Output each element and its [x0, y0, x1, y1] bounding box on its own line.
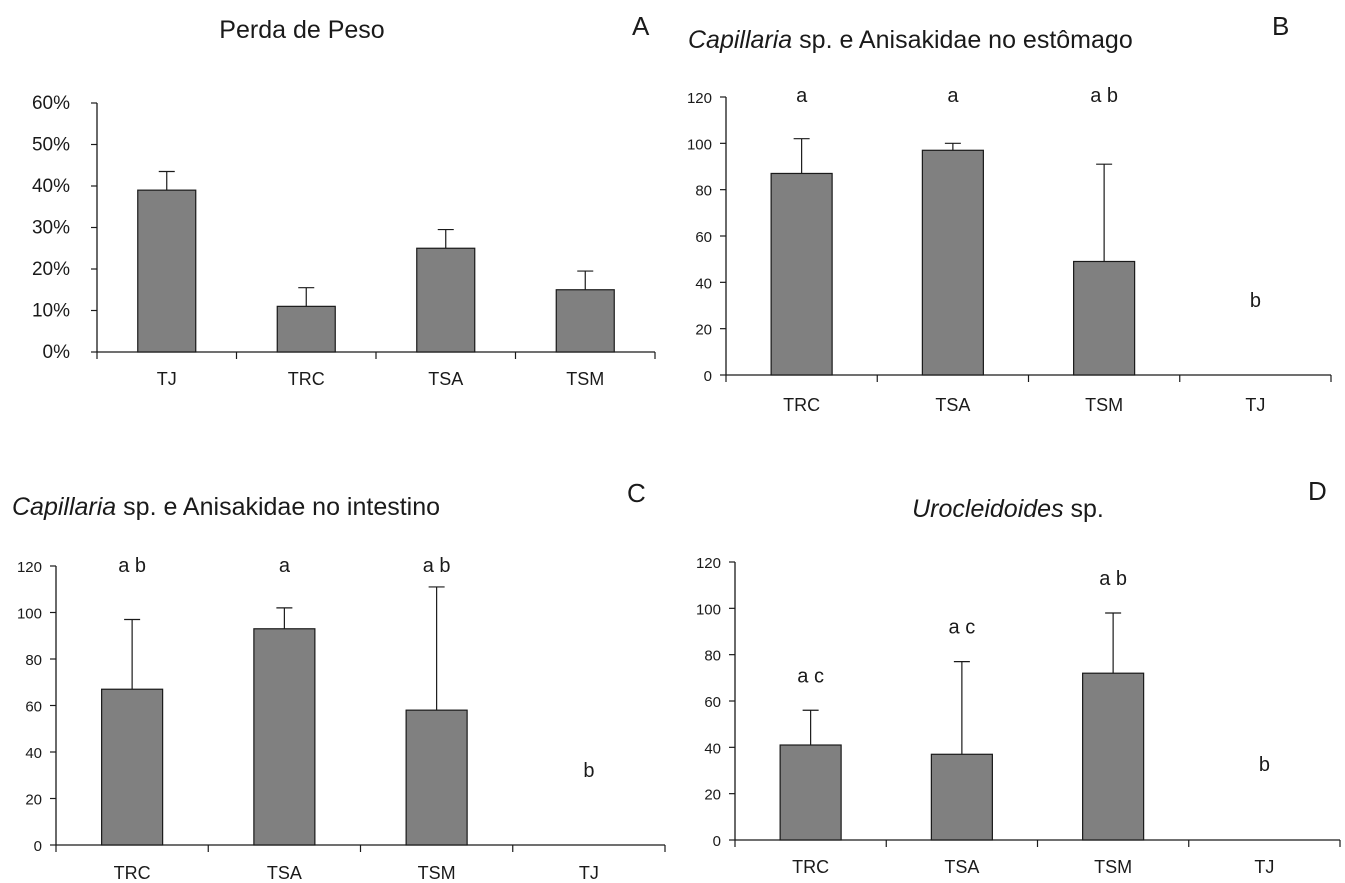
y-tick-label: 120	[696, 555, 721, 572]
chart-title-italic: Capillaria	[688, 26, 792, 54]
y-tick-label: 40	[695, 275, 712, 292]
y-tick-label: 100	[687, 136, 712, 153]
bar-tsm	[555, 289, 615, 353]
panel-d: Urocleidoides sp. D 0 20 40 60 80 100 120 TRC a c T…	[696, 476, 1341, 877]
chart-title: Urocleidoides sp.	[912, 495, 1104, 523]
panel-b: Capillaria sp. e Anisakidae no estômago B…	[687, 11, 1332, 415]
y-tick-label: 60%	[32, 93, 70, 114]
bar-trc	[779, 744, 842, 841]
y-tick-label: 20	[25, 792, 42, 809]
category-label: TJ	[1254, 857, 1274, 877]
category-label: TRC	[114, 863, 151, 883]
bar-tsm	[405, 709, 468, 846]
y-tick-label: 10%	[32, 301, 70, 322]
y-tick-label: 20%	[32, 259, 70, 280]
category-label: TSA	[267, 863, 302, 883]
significance-label: a	[279, 555, 291, 577]
chart-title: Perda de Peso	[219, 16, 384, 44]
chart-title-italic: Urocleidoides	[912, 495, 1063, 523]
category-label: TJ	[157, 369, 177, 389]
category-label: TSA	[935, 395, 970, 415]
y-tick-label: 20	[704, 787, 721, 804]
significance-label: a c	[797, 665, 824, 687]
panel-letter: B	[1272, 11, 1289, 41]
y-tick-label: 120	[17, 559, 42, 576]
significance-label: b	[1259, 754, 1270, 776]
significance-label: b	[1250, 290, 1261, 312]
panel-c: Capillaria sp. e Anisakidae no intestino…	[12, 478, 666, 883]
y-tick-label: 80	[704, 648, 721, 665]
category-label: TJ	[579, 863, 599, 883]
category-label: TSA	[944, 857, 979, 877]
significance-label: a	[947, 85, 959, 107]
significance-label: a b	[423, 555, 451, 577]
chart-title-italic: Capillaria	[12, 493, 116, 521]
y-tick-label: 50%	[32, 135, 70, 156]
bar-tsa	[930, 753, 993, 841]
significance-label: a	[796, 85, 808, 107]
y-tick-label: 80	[25, 652, 42, 669]
bar-tsm	[1082, 672, 1145, 841]
y-tick-label: 0	[713, 833, 721, 850]
category-label: TRC	[792, 857, 829, 877]
significance-label: a b	[1090, 85, 1118, 107]
chart-title-rest: sp.	[1064, 495, 1104, 523]
bar-trc	[770, 172, 833, 376]
y-tick-label: 120	[687, 90, 712, 107]
category-label: TSM	[1094, 857, 1132, 877]
bar-tj	[137, 189, 197, 353]
category-label: TRC	[288, 369, 325, 389]
bar-tsm	[1073, 260, 1136, 376]
y-tick-label: 40	[704, 740, 721, 757]
y-tick-label: 0	[34, 838, 42, 855]
y-tick-label: 40	[25, 745, 42, 762]
bar-tsa	[921, 149, 984, 376]
significance-label: b	[583, 760, 594, 782]
panel-letter: D	[1308, 476, 1327, 506]
category-label: TSA	[428, 369, 463, 389]
y-tick-label: 100	[17, 606, 42, 623]
category-label: TSM	[566, 369, 604, 389]
y-tick-label: 20	[695, 322, 712, 339]
category-label: TSM	[1085, 395, 1123, 415]
bar-tsa	[416, 247, 476, 353]
significance-label: a c	[949, 617, 976, 639]
chart-title-rest: sp. e Anisakidae no intestino	[116, 493, 440, 521]
y-tick-label: 30%	[32, 218, 70, 239]
bar-trc	[276, 305, 336, 353]
chart-title: Capillaria sp. e Anisakidae no intestino	[12, 493, 440, 521]
panel-a: Perda de Peso A 0% 10% 20% 30% 40% 50% 60% TJ TRC T…	[32, 11, 656, 389]
bar-tsa	[253, 628, 316, 846]
significance-label: a b	[1099, 568, 1127, 590]
y-tick-label: 80	[695, 183, 712, 200]
panel-letter: C	[627, 478, 646, 508]
significance-label: a b	[118, 555, 146, 577]
bar-trc	[101, 688, 164, 846]
chart-title-rest: sp. e Anisakidae no estômago	[792, 26, 1133, 54]
chart-title: Capillaria sp. e Anisakidae no estômago	[688, 26, 1133, 54]
y-tick-label: 60	[704, 694, 721, 711]
y-tick-label: 0%	[43, 342, 71, 363]
category-label: TRC	[783, 395, 820, 415]
category-label: TJ	[1245, 395, 1265, 415]
category-label: TSM	[418, 863, 456, 883]
panel-letter: A	[632, 11, 650, 41]
y-tick-label: 0	[704, 368, 712, 385]
y-tick-label: 60	[25, 699, 42, 716]
y-tick-label: 40%	[32, 176, 70, 197]
y-tick-label: 60	[695, 229, 712, 246]
y-tick-label: 100	[696, 601, 721, 618]
